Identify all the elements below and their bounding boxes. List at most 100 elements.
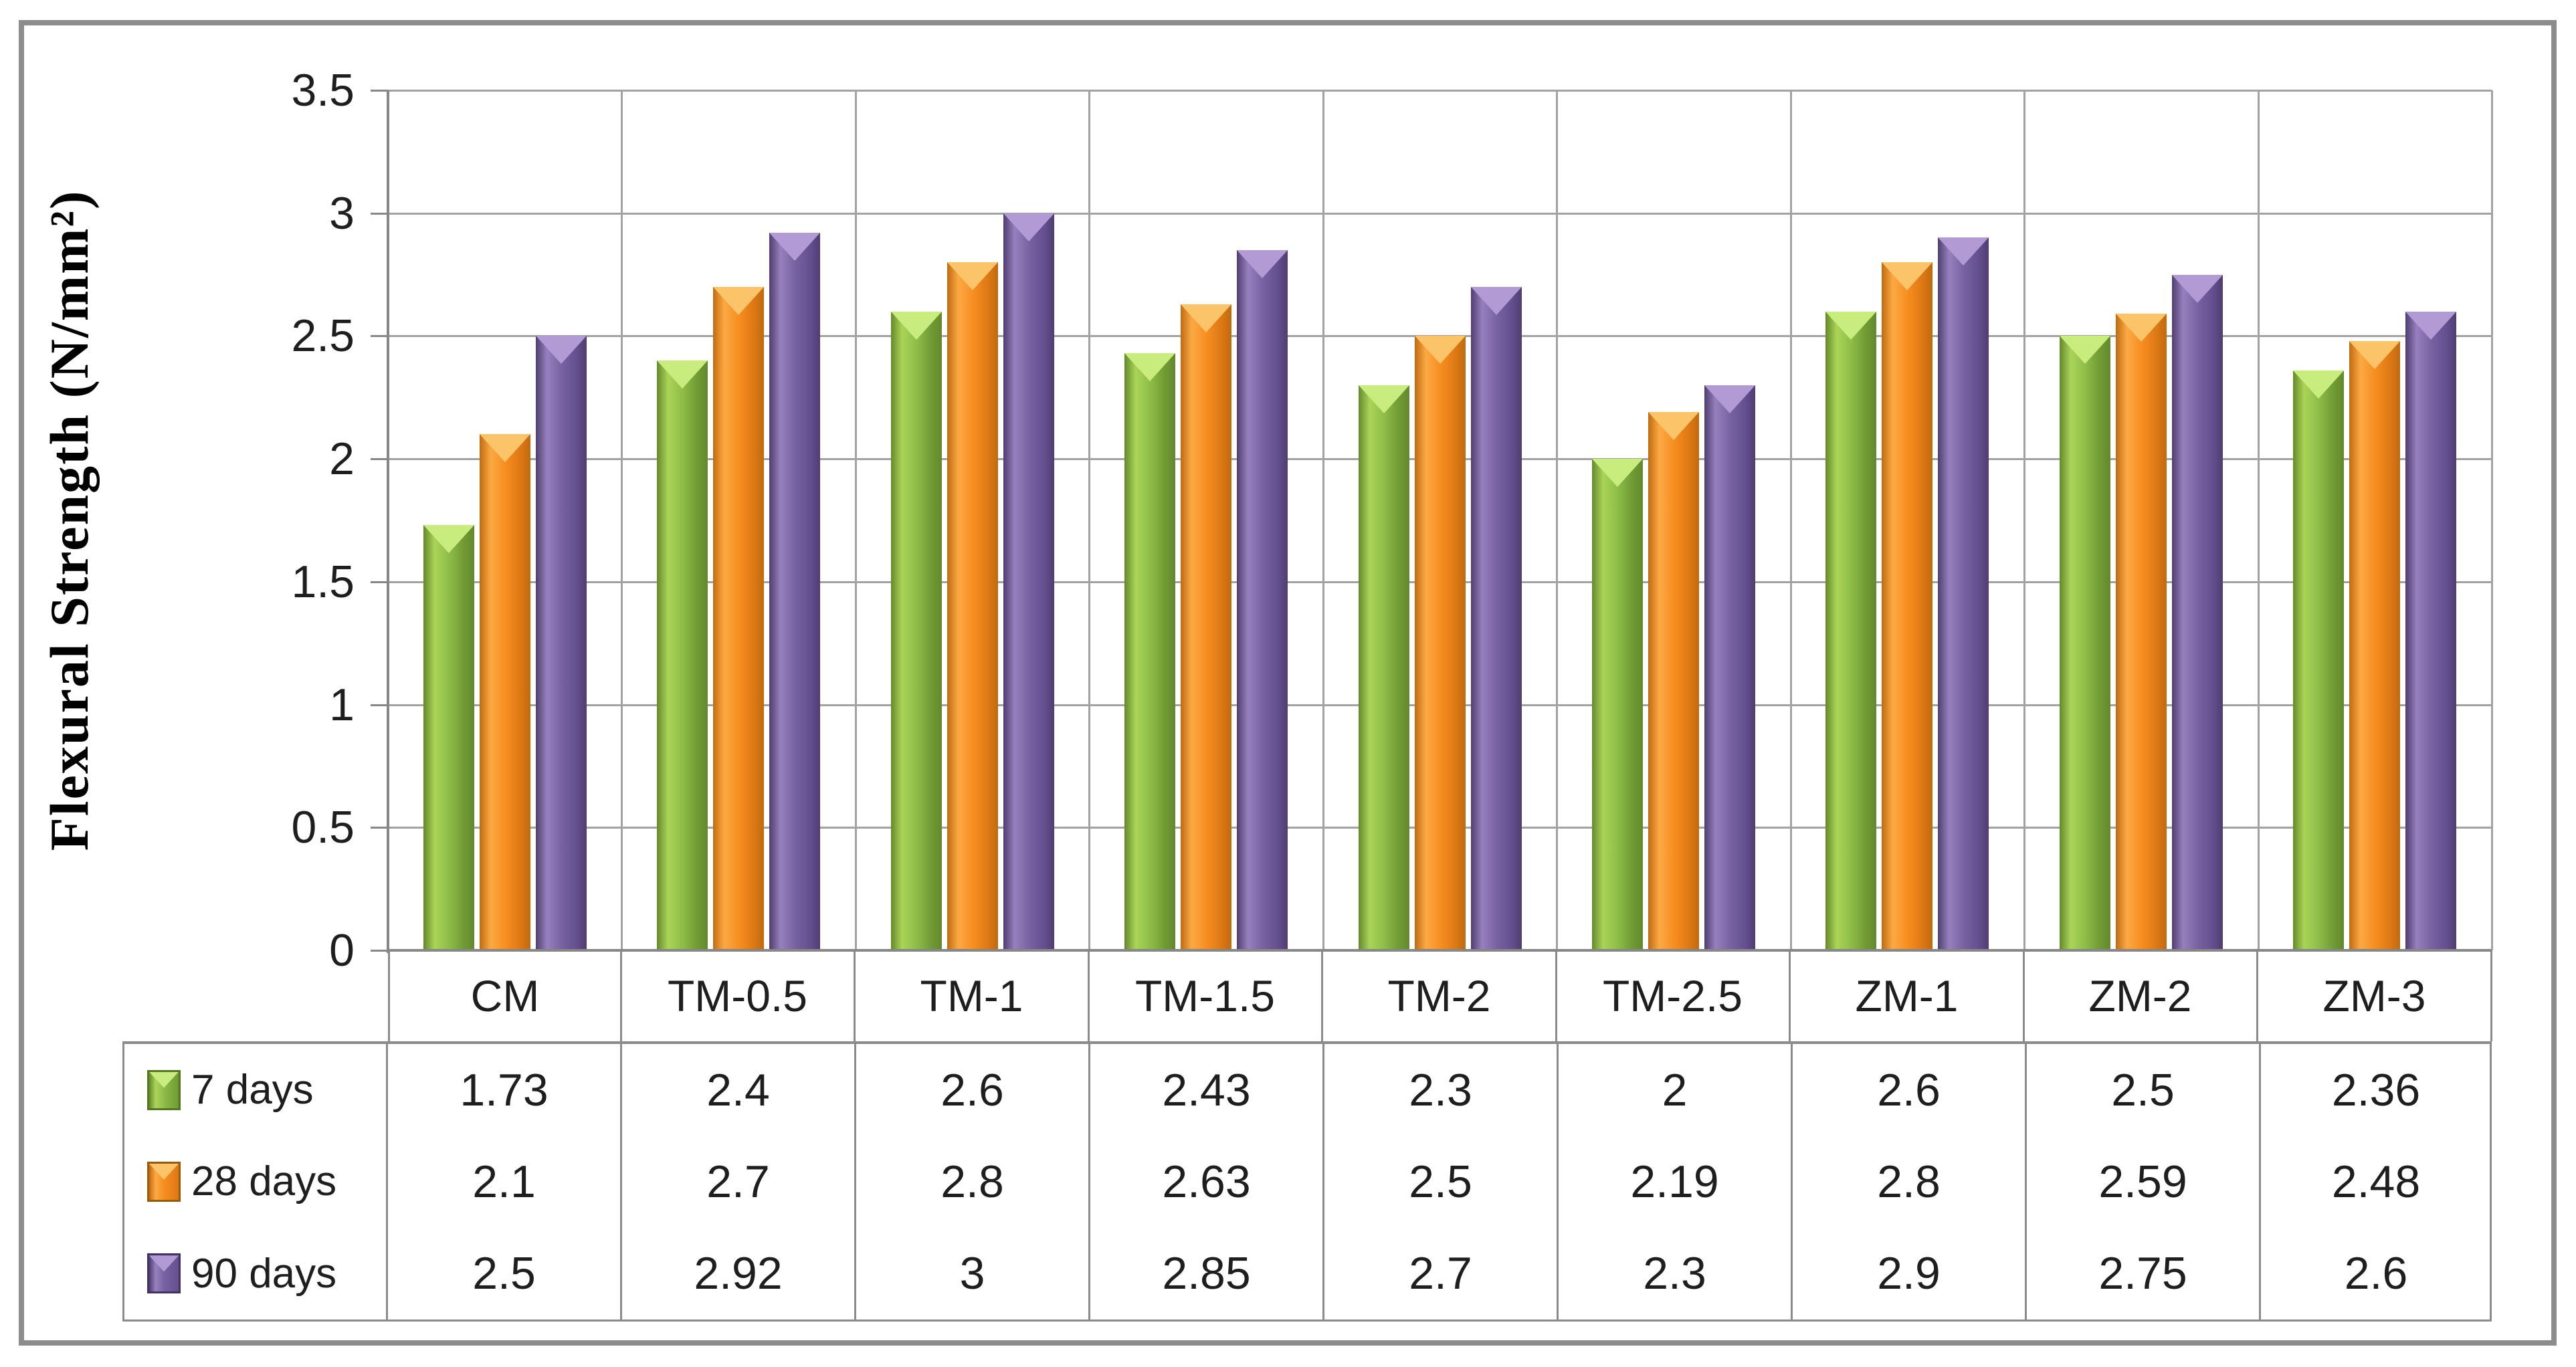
- legend-swatch-notch: [149, 1163, 179, 1180]
- bar-7-days-TM-1.5: [1124, 353, 1175, 950]
- legend-label-7-days: 7 days: [191, 1067, 314, 1114]
- value-cell-90-days-ZM-1: 2.9: [1793, 1227, 2027, 1320]
- y-tick-0: [371, 950, 388, 952]
- legend-swatch-notch: [149, 1071, 179, 1088]
- value-cell-7-days-TM-2.5: 2: [1559, 1044, 1793, 1136]
- value-cell-90-days-CM: 2.5: [388, 1227, 622, 1320]
- value-cell-28-days-TM-2: 2.5: [1324, 1136, 1559, 1228]
- legend-cell-7-days: 7 days: [124, 1044, 388, 1136]
- value-cell-90-days-TM-1: 3: [856, 1227, 1090, 1320]
- value-cell-28-days-TM-1: 2.8: [856, 1136, 1090, 1228]
- bar-7-days-ZM-2: [2060, 336, 2110, 950]
- y-tick-2.5: [371, 335, 388, 337]
- bar-top-notch: [1825, 312, 1876, 340]
- gridline-v-3: [1088, 90, 1090, 950]
- category-header-ZM-2: ZM-2: [2024, 950, 2258, 1041]
- bar-top-notch: [1882, 262, 1933, 290]
- value-cell-90-days-TM-2: 2.7: [1324, 1227, 1559, 1320]
- value-cell-28-days-ZM-1: 2.8: [1793, 1136, 2027, 1228]
- bar-90-days-TM-0.5: [769, 233, 820, 950]
- value-cell-28-days-ZM-3: 2.48: [2331, 1156, 2421, 1207]
- bar-28-days-TM-0.5: [713, 287, 764, 950]
- bar-top-notch: [2116, 314, 2167, 342]
- bar-top-notch: [1415, 336, 1466, 364]
- bar-top-notch: [2172, 275, 2223, 303]
- bar-90-days-ZM-1: [1938, 237, 1989, 950]
- category-header-TM-2: TM-2: [1323, 950, 1557, 1041]
- legend-cell-28-days: 28 days: [124, 1136, 388, 1228]
- bar-28-days-TM-2.5: [1648, 412, 1699, 950]
- y-tick-1: [371, 704, 388, 706]
- bar-28-days-TM-1: [947, 262, 998, 950]
- category-header-TM-1: TM-1: [856, 950, 1090, 1041]
- bar-top-notch: [1648, 412, 1699, 440]
- bar-top-notch: [1704, 385, 1755, 413]
- bar-top-notch: [2349, 341, 2400, 369]
- bar-top-notch: [1592, 459, 1643, 487]
- gridline-v-9: [2491, 90, 2493, 950]
- bar-90-days-ZM-3: [2405, 312, 2456, 950]
- legend-label-28-days: 28 days: [191, 1158, 337, 1205]
- bar-top-notch: [947, 262, 998, 290]
- y-tick-3: [371, 213, 388, 215]
- y-tick-label-3: 3: [329, 188, 355, 239]
- category-header-ZM-3: ZM-3: [2258, 950, 2492, 1041]
- category-header-CM: CM: [388, 950, 622, 1041]
- gridline-h-3: [388, 213, 2492, 215]
- bar-top-notch: [1181, 304, 1231, 332]
- y-tick-2: [371, 458, 388, 460]
- y-axis-line: [387, 90, 389, 953]
- bar-7-days-TM-1: [891, 312, 942, 950]
- gridline-v-4: [1322, 90, 1324, 950]
- value-cell-7-days-ZM-1: 2.6: [1793, 1044, 2027, 1136]
- value-cell-28-days-TM-0.5: 2.7: [622, 1136, 856, 1228]
- bar-top-notch: [769, 233, 820, 261]
- bar-90-days-TM-2: [1471, 287, 1522, 950]
- bar-90-days-TM-1: [1003, 213, 1054, 950]
- chart-outer-frame: [19, 20, 2557, 1346]
- y-tick-label-0: 0: [329, 925, 355, 976]
- category-header-TM-0.5: TM-0.5: [621, 950, 856, 1041]
- value-cell-7-days-TM-2: 2.3: [1324, 1044, 1559, 1136]
- value-cell-7-days-ZM-3: 2.36: [2331, 1064, 2421, 1116]
- bar-7-days-TM-2.5: [1592, 459, 1643, 950]
- value-cell-90-days-ZM-2: 2.75: [2027, 1227, 2261, 1320]
- table-row-7-days: 7 days 1.73 2.4 2.6 2.43 2.3 2 2.6 2.5 2.36: [124, 1044, 2490, 1136]
- gridline-v-8: [2258, 90, 2260, 950]
- bar-top-notch: [536, 336, 587, 364]
- legend-swatch-7-days: [147, 1069, 181, 1110]
- value-cell-7-days-TM-0.5: 2.4: [622, 1044, 856, 1136]
- category-header-TM-1.5: TM-1.5: [1089, 950, 1323, 1041]
- gridline-h-0: [388, 949, 2492, 952]
- bar-top-notch: [1124, 353, 1175, 381]
- table-row-90-days: 90 days 2.5 2.92 3 2.85 2.7 2.3 2.9 2.75 2.6: [124, 1227, 2490, 1320]
- value-cell-7-days-TM-1.5: 2.43: [1090, 1044, 1324, 1136]
- bar-top-notch: [2060, 336, 2110, 364]
- bar-7-days-TM-0.5: [657, 360, 708, 950]
- table-row-28-days: 28 days 2.1 2.7 2.8 2.63 2.5 2.19 2.8 2.59 2.48: [124, 1136, 2490, 1228]
- bar-28-days-ZM-1: [1882, 262, 1933, 950]
- bar-28-days-TM-1.5: [1181, 304, 1231, 950]
- value-cell-90-days-ZM-3: 2.6: [2344, 1248, 2408, 1299]
- bar-7-days-ZM-1: [1825, 312, 1876, 950]
- bar-28-days-ZM-2: [2116, 314, 2167, 950]
- bar-7-days-ZM-3: [2293, 371, 2344, 950]
- gridline-v-1: [621, 90, 623, 950]
- y-tick-label-3.5: 3.5: [291, 65, 355, 116]
- value-cell-90-days-TM-2.5: 2.3: [1559, 1227, 1793, 1320]
- gridline-v-6: [1790, 90, 1792, 950]
- bar-90-days-ZM-2: [2172, 275, 2223, 950]
- bar-7-days-TM-2: [1359, 385, 1409, 950]
- data-table-grid: 7 days 1.73 2.4 2.6 2.43 2.3 2 2.6 2.5 2.36 28 day…: [122, 1041, 2492, 1322]
- value-cell-7-days-CM: 1.73: [388, 1044, 622, 1136]
- bar-top-notch: [2405, 312, 2456, 340]
- bar-top-notch: [713, 287, 764, 315]
- value-cell-90-days-TM-1.5: 2.85: [1090, 1227, 1324, 1320]
- bar-top-notch: [657, 360, 708, 389]
- gridline-v-2: [855, 90, 857, 950]
- bar-top-notch: [480, 434, 530, 462]
- y-axis-title: Flexural Strength (N/mm²): [39, 189, 100, 851]
- gridline-v-7: [2023, 90, 2025, 950]
- gridline-v-5: [1556, 90, 1558, 950]
